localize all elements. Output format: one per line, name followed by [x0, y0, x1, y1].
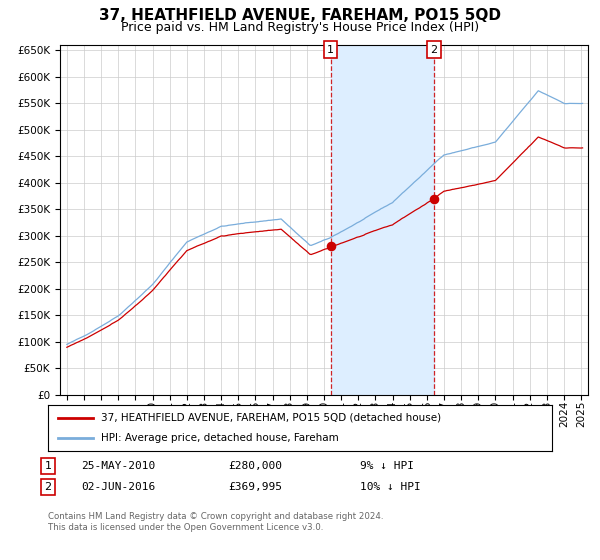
Text: 10% ↓ HPI: 10% ↓ HPI	[360, 482, 421, 492]
Point	[429, 194, 439, 203]
Text: 2: 2	[430, 45, 437, 55]
Text: Price paid vs. HM Land Registry's House Price Index (HPI): Price paid vs. HM Land Registry's House …	[121, 21, 479, 34]
Point	[326, 242, 336, 251]
Text: HPI: Average price, detached house, Fareham: HPI: Average price, detached house, Fare…	[101, 433, 338, 443]
Text: 1: 1	[327, 45, 334, 55]
Text: 37, HEATHFIELD AVENUE, FAREHAM, PO15 5QD (detached house): 37, HEATHFIELD AVENUE, FAREHAM, PO15 5QD…	[101, 413, 441, 423]
Text: 37, HEATHFIELD AVENUE, FAREHAM, PO15 5QD: 37, HEATHFIELD AVENUE, FAREHAM, PO15 5QD	[99, 8, 501, 24]
Bar	[331, 45, 434, 395]
Text: 9% ↓ HPI: 9% ↓ HPI	[360, 461, 414, 471]
Text: 2: 2	[44, 482, 52, 492]
Text: 25-MAY-2010: 25-MAY-2010	[81, 461, 155, 471]
Text: 02-JUN-2016: 02-JUN-2016	[81, 482, 155, 492]
Text: £280,000: £280,000	[228, 461, 282, 471]
Text: £369,995: £369,995	[228, 482, 282, 492]
Text: Contains HM Land Registry data © Crown copyright and database right 2024.
This d: Contains HM Land Registry data © Crown c…	[48, 512, 383, 532]
Text: 1: 1	[44, 461, 52, 471]
